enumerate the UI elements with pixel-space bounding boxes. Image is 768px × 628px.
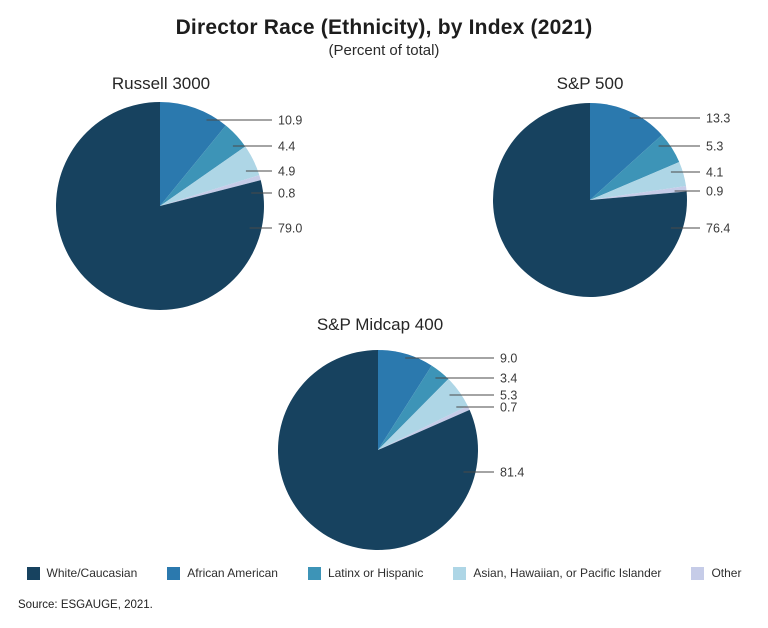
pie-slice-asian-hawaiian-or-pacific-islander	[590, 162, 686, 200]
pie-sp-midcap-400: 9.0 3.4 5.30.7 81.4	[278, 350, 524, 550]
pie-slice-asian-hawaiian-or-pacific-islander	[378, 378, 468, 450]
slice-value-label-white-caucasian: 81.4	[500, 466, 524, 480]
legend-item-other: Other	[691, 566, 741, 580]
pie-title-sp-500: S&P 500	[556, 74, 624, 93]
legend-item-latinx-or-hispanic: Latinx or Hispanic	[307, 566, 424, 580]
legend-swatch-asian-hawaiian-pacific-islander	[453, 566, 467, 580]
legend-label: Other	[711, 566, 742, 580]
slice-value-label-asian-hawaiian-or-pacific-islander: 5.3	[500, 389, 517, 403]
legend-swatch-white-caucasian	[26, 566, 40, 580]
pie-slice-asian-hawaiian-or-pacific-islander	[160, 146, 260, 206]
pie-slice-african-american	[160, 102, 226, 206]
pie-russell-3000: 10.9 4.4 4.9 0.8 79.0	[55, 102, 302, 311]
legend-label: White/Caucasian	[46, 566, 138, 580]
pie-slice-latinx-or-hispanic	[590, 134, 680, 200]
legend-item-african-american: African American	[167, 566, 278, 580]
legend-label: Asian, Hawaiian, or Pacific Islander	[473, 566, 662, 580]
slice-value-label-african-american: 13.3	[706, 112, 730, 126]
slice-value-label-white-caucasian: 76.4	[706, 222, 730, 236]
slice-value-label-latinx-or-hispanic: 5.3	[706, 140, 723, 154]
pie-slice-latinx-or-hispanic	[378, 365, 449, 450]
pie-slice-white-caucasian	[278, 350, 479, 550]
pie-title-sp-midcap-400: S&P Midcap 400	[316, 315, 444, 334]
pie-slice-african-american	[590, 103, 662, 200]
pie-slice-white-caucasian	[492, 103, 687, 298]
pie-slice-white-caucasian	[55, 102, 264, 311]
slice-value-label-other: 0.8	[278, 187, 295, 201]
legend-swatch-latinx-or-hispanic	[307, 566, 321, 580]
pie-slice-other	[590, 186, 687, 200]
legend: White/Caucasian African American Latinx …	[0, 566, 768, 580]
pie-slice-african-american	[378, 350, 432, 450]
legend-swatch-other	[691, 566, 705, 580]
slice-value-label-other: 0.9	[706, 185, 723, 199]
pie-slice-other	[378, 405, 470, 450]
slice-value-label-latinx-or-hispanic: 4.4	[278, 140, 295, 154]
figure-subtitle: (Percent of total)	[328, 42, 440, 59]
pie-slice-latinx-or-hispanic	[160, 125, 246, 206]
pie-sp-500: 13.3 5.3 4.1 0.9 76.4	[492, 103, 730, 298]
slice-value-label-other: 0.7	[500, 401, 517, 415]
slice-value-label-asian-hawaiian-or-pacific-islander: 4.9	[278, 165, 295, 179]
slice-value-label-latinx-or-hispanic: 3.4	[500, 372, 517, 386]
slice-value-label-white-caucasian: 79.0	[278, 222, 302, 236]
source-note: Source: ESGAUGE, 2021.	[18, 599, 153, 611]
legend-item-white-caucasian: White/Caucasian	[26, 566, 138, 580]
figure-title: Director Race (Ethnicity), by Index (202…	[175, 16, 593, 39]
slice-value-label-asian-hawaiian-or-pacific-islander: 4.1	[706, 166, 723, 180]
legend-swatch-african-american	[167, 566, 181, 580]
legend-item-asian-hawaiian-pacific-islander: Asian, Hawaiian, or Pacific Islander	[453, 566, 661, 580]
slice-value-label-african-american: 10.9	[278, 114, 302, 128]
slice-value-label-african-american: 9.0	[500, 352, 517, 366]
legend-label: Latinx or Hispanic	[327, 566, 424, 580]
pie-title-russell-3000: Russell 3000	[111, 74, 211, 93]
legend-label: African American	[187, 566, 278, 580]
pie-slice-other	[160, 175, 261, 206]
